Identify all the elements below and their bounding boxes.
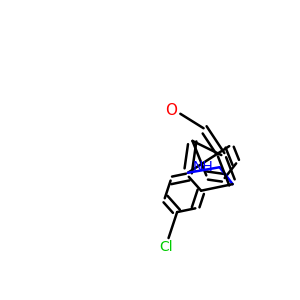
Text: NH: NH	[193, 160, 213, 174]
Text: O: O	[165, 103, 177, 118]
Text: Cl: Cl	[159, 240, 172, 254]
